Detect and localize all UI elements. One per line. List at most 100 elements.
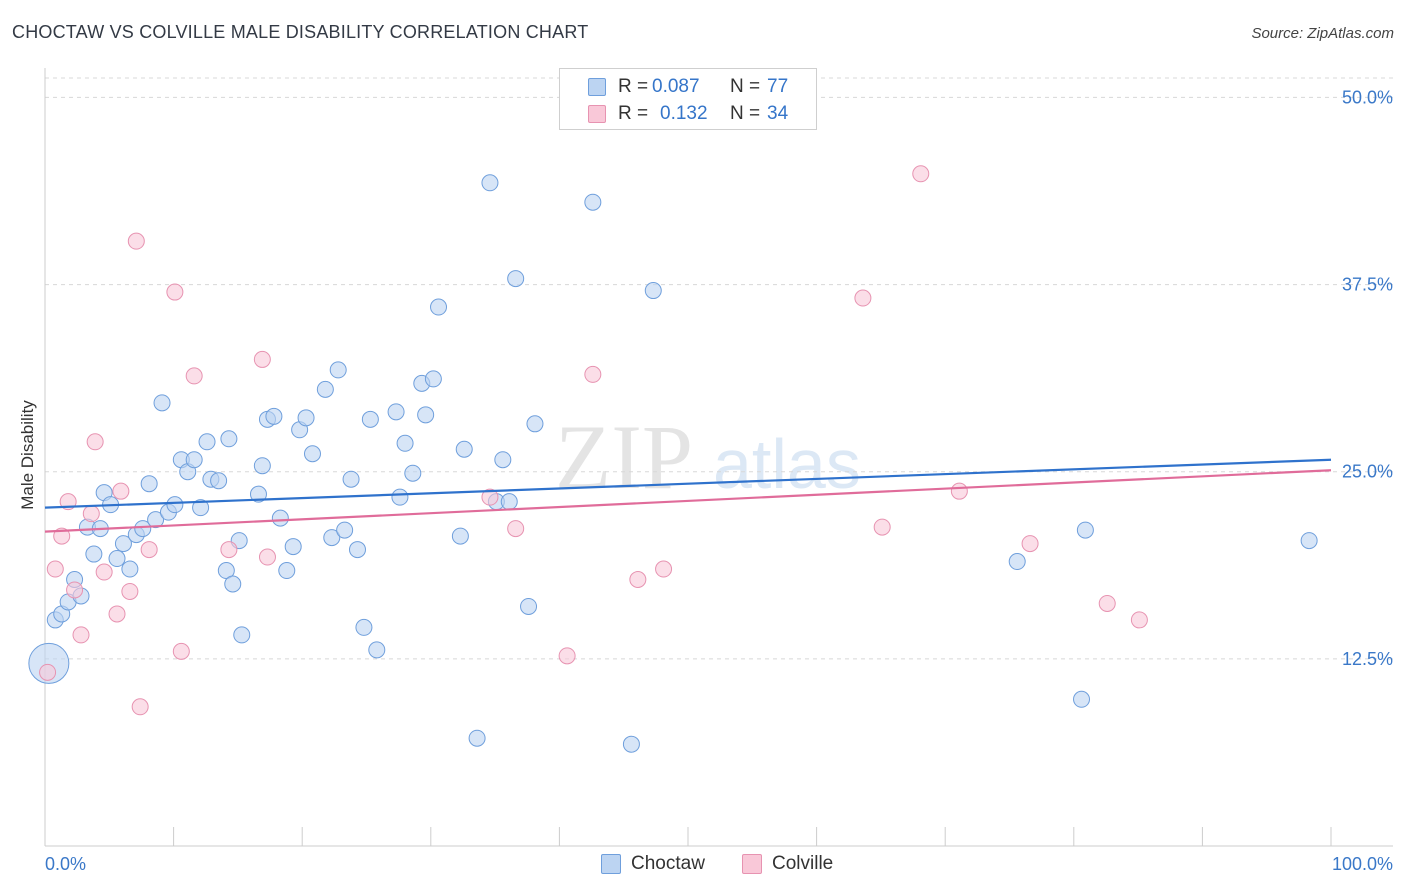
choctaw-trend-line [44, 458, 1332, 509]
choctaw-point [271, 509, 289, 527]
choctaw-point [520, 597, 538, 615]
colville-point [655, 560, 673, 578]
legend-r-label: R = [618, 76, 649, 97]
choctaw-point [348, 541, 366, 559]
x-tick-label-start: 0.0% [45, 854, 86, 874]
choctaw-point [220, 430, 238, 448]
colville-point [1130, 611, 1148, 629]
choctaw-point [387, 403, 405, 421]
choctaw-point [355, 618, 373, 636]
y-tick-label: 50.0% [1342, 87, 1393, 107]
colville-point [121, 582, 139, 600]
choctaw-point [342, 470, 360, 488]
watermark-zip: ZIP [555, 406, 693, 508]
choctaw-point [500, 493, 518, 511]
choctaw-point [210, 472, 228, 490]
choctaw-point [198, 433, 216, 451]
choctaw-point [368, 641, 386, 659]
legend-row-colville: R = 0.132 N = 34 [560, 101, 816, 127]
colville-legend-swatch [742, 854, 762, 874]
legend-row-choctaw: R = 0.087 N = 77 [560, 74, 816, 100]
choctaw-point [391, 488, 409, 506]
colville-trend-line [44, 469, 1332, 533]
correlation-legend: R = 0.087 N = 77 R = 0.132 N = 34 [559, 68, 817, 130]
choctaw-point [108, 550, 126, 568]
colville-point [82, 505, 100, 523]
choctaw-point [224, 575, 242, 593]
colville-point [220, 541, 238, 559]
choctaw-point [1073, 690, 1091, 708]
choctaw-point [140, 475, 158, 493]
choctaw-point [396, 434, 414, 452]
source-credit: Source: ZipAtlas.com [1251, 25, 1394, 42]
y-tick-label: 25.0% [1342, 462, 1393, 482]
choctaw-point [28, 642, 70, 684]
colville-point [185, 367, 203, 385]
legend-n-value: 77 [767, 76, 789, 97]
choctaw-point [1008, 553, 1026, 571]
choctaw-point [85, 545, 103, 563]
choctaw-point [185, 451, 203, 469]
chart-title: CHOCTAW VS COLVILLE MALE DISABILITY CORR… [12, 22, 589, 42]
colville-point [584, 365, 602, 383]
colville-point [172, 642, 190, 660]
colville-point [629, 571, 647, 589]
colville-point [258, 548, 276, 566]
legend-r-label: R = [618, 103, 649, 124]
choctaw-point [430, 298, 448, 316]
choctaw-point [134, 520, 152, 538]
colville-point [950, 482, 968, 500]
legend-n-label: N = [730, 103, 761, 124]
choctaw-point [455, 440, 473, 458]
data-points [28, 165, 1318, 753]
legend-r-value: 0.132 [660, 103, 708, 124]
colville-point [127, 232, 145, 250]
choctaw-point [481, 174, 499, 192]
choctaw-point [329, 361, 347, 379]
colville-point [112, 482, 130, 500]
colville-swatch [588, 105, 606, 123]
choctaw-point [336, 521, 354, 539]
choctaw-point [1076, 521, 1094, 539]
choctaw-point [622, 735, 640, 753]
choctaw-point [114, 535, 132, 553]
choctaw-point [404, 464, 422, 482]
axes [44, 68, 1393, 847]
choctaw-swatch [588, 78, 606, 96]
choctaw-point [233, 626, 251, 644]
colville-point [131, 698, 149, 716]
choctaw-point [361, 410, 379, 428]
legend-r-value: 0.087 [652, 76, 700, 97]
x-tick-label-end: 100.0% [1332, 854, 1393, 874]
choctaw-point [494, 451, 512, 469]
choctaw-point [284, 538, 302, 556]
choctaw-point [644, 282, 662, 300]
colville-point [873, 518, 891, 536]
choctaw-point [417, 406, 435, 424]
choctaw-point [192, 499, 210, 517]
choctaw-point [278, 562, 296, 580]
choctaw-point [584, 193, 602, 211]
colville-point [86, 433, 104, 451]
choctaw-point [303, 445, 321, 463]
choctaw-point [253, 457, 271, 475]
legend-n-value: 34 [767, 103, 789, 124]
colville-point [140, 541, 158, 559]
colville-point [46, 560, 64, 578]
colville-point [912, 165, 930, 183]
legend-n-label: N = [730, 76, 761, 97]
colville-point [1098, 594, 1116, 612]
colville-point [39, 663, 57, 681]
colville-point [481, 488, 499, 506]
gridlines [45, 77, 1393, 660]
colville-point [108, 605, 126, 623]
choctaw-point [297, 409, 315, 427]
colville-point [72, 626, 90, 644]
colville-point [166, 283, 184, 301]
choctaw-point [316, 380, 334, 398]
choctaw-point [526, 415, 544, 433]
choctaw-point [424, 370, 442, 388]
choctaw-point [323, 529, 341, 547]
watermark-atlas: atlas [713, 425, 861, 503]
